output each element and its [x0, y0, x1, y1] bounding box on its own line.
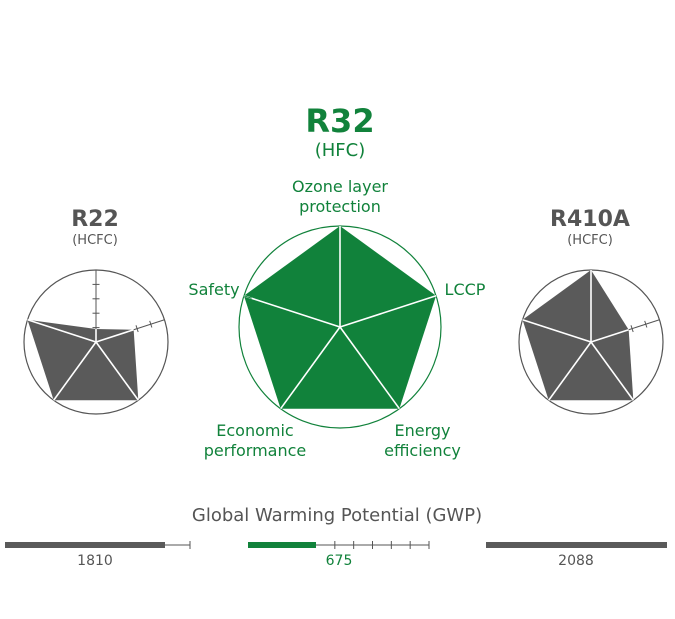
r410a-data-polygon [522, 270, 634, 401]
axis-label-lccp: LCCP [444, 280, 486, 299]
r32-subtitle: (HFC) [314, 140, 366, 161]
gwp-title: Global Warming Potential (GWP) [191, 505, 483, 526]
r32-radar-chart [238, 225, 442, 429]
r22-spoke-2 [95, 341, 139, 401]
r22-spoke-3 [53, 341, 97, 401]
axis-label-ozone-layer-protection: Ozone layer protection [292, 177, 388, 216]
r410a-spoke-1 [590, 329, 629, 343]
r22-axis-tick-1-3 [135, 325, 139, 333]
r410a-radar-chart [518, 269, 664, 415]
r32-spoke-3 [279, 326, 341, 410]
r410a-subtitle: (HCFC) [567, 233, 613, 248]
gwp-value-r32: 675 [325, 553, 353, 569]
r32-safety-axis-end [243, 295, 252, 299]
r410a-spoke-4 [522, 318, 592, 343]
r410a-spoke-2 [590, 341, 634, 401]
r32-spoke-4 [243, 295, 341, 328]
axis-label-energy-efficiency: Energy efficiency [384, 421, 461, 460]
r32-spoke-1 [339, 295, 437, 328]
r22-radar-chart [23, 269, 169, 415]
r410a-title: R410A [550, 207, 630, 232]
r22-spoke-1 [95, 329, 134, 343]
axis-label-economic-performance: Economic performance [203, 421, 307, 460]
gwp-value-r410a: 2088 [558, 553, 594, 569]
r32-title: R32 [305, 102, 375, 140]
r22-spoke-4 [27, 318, 97, 343]
gwp-value-r22: 1810 [77, 553, 113, 569]
r410a-gwp-bar [486, 542, 667, 548]
r22-title: R22 [71, 207, 119, 232]
r410a-axis-tick-1-4 [644, 320, 648, 328]
gwp-bars [5, 541, 667, 549]
r410a-spoke-3 [548, 341, 592, 401]
r410a-axis-tick-1-3 [630, 325, 634, 333]
r22-axis-tick-1-4 [149, 320, 153, 328]
r32-gwp-bar [248, 542, 316, 548]
r32-spoke-2 [339, 326, 401, 410]
r22-subtitle: (HCFC) [72, 233, 118, 248]
axis-label-safety: Safety [188, 280, 240, 299]
r22-axis-1 [133, 319, 165, 331]
r22-gwp-bar [5, 542, 165, 548]
r410a-axis-1 [628, 319, 660, 331]
